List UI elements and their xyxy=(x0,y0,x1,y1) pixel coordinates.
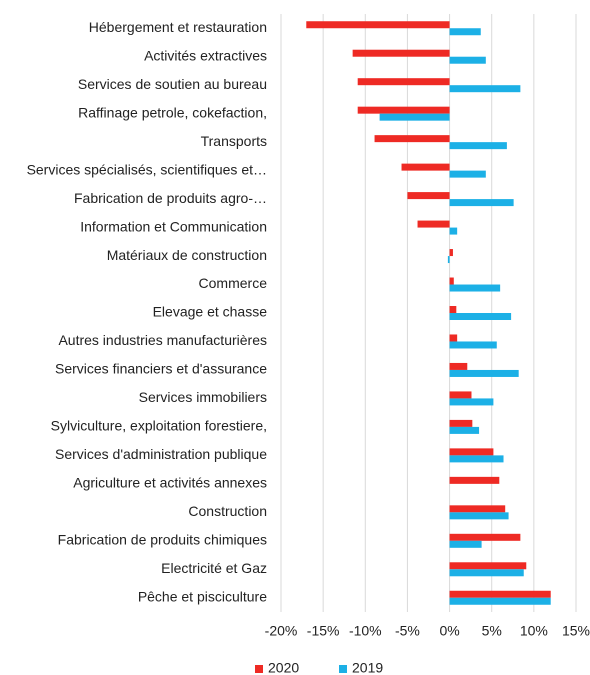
bar xyxy=(449,313,512,320)
bar xyxy=(449,391,472,399)
y-tick-label: Elevage et chasse xyxy=(153,304,268,320)
bar xyxy=(449,419,473,427)
bar xyxy=(357,78,450,86)
bar xyxy=(449,562,527,570)
bar xyxy=(449,540,482,548)
x-tick-label: 10% xyxy=(520,623,548,639)
y-tick-label: Services financiers et d'assurance xyxy=(55,361,267,377)
bar xyxy=(449,590,551,598)
y-tick-label: Fabrication de produits chimiques xyxy=(58,532,267,548)
bar xyxy=(449,28,481,36)
y-tick-label: Pêche et pisciculture xyxy=(138,588,267,604)
y-tick-label: Sylviculture, exploitation forestiere, xyxy=(51,418,267,434)
y-tick-label: Fabrication de produits agro-… xyxy=(74,190,267,206)
bar xyxy=(449,284,501,292)
y-tick-label: Services spécialisés, scientifiques et… xyxy=(27,161,267,177)
bar xyxy=(449,199,514,207)
bar xyxy=(407,192,450,200)
x-tick-label: -15% xyxy=(307,623,340,639)
bar xyxy=(401,163,450,171)
bar xyxy=(357,106,450,114)
y-tick-label: Hébergement et restauration xyxy=(89,19,267,35)
bar xyxy=(449,597,551,605)
bar xyxy=(449,369,519,377)
legend-swatch xyxy=(255,665,263,673)
y-tick-label: Construction xyxy=(188,503,267,519)
bar xyxy=(449,277,454,285)
bar xyxy=(352,49,450,57)
bar xyxy=(449,505,506,513)
legend-swatch xyxy=(339,665,347,673)
bar xyxy=(449,398,494,406)
bar xyxy=(449,170,486,178)
bar xyxy=(449,455,504,463)
bar xyxy=(449,362,468,370)
y-tick-label: Activités extractives xyxy=(144,47,267,63)
bar xyxy=(449,448,494,456)
x-tick-label: 0% xyxy=(439,623,459,639)
x-tick-label: 5% xyxy=(482,623,502,639)
bar xyxy=(447,256,450,264)
y-tick-label: Commerce xyxy=(199,275,268,291)
bar xyxy=(449,249,453,257)
bar xyxy=(449,426,480,434)
y-tick-label: Services d'administration publique xyxy=(55,446,267,462)
bar xyxy=(449,569,524,577)
y-tick-label: Matériaux de construction xyxy=(107,247,267,263)
y-tick-label: Raffinage petrole, cokefaction, xyxy=(78,104,267,120)
y-tick-label: Autres industries manufacturières xyxy=(58,332,267,348)
bar xyxy=(449,306,457,313)
bar xyxy=(449,341,497,349)
x-tick-label: -10% xyxy=(349,623,382,639)
x-tick-label: -5% xyxy=(395,623,420,639)
bar xyxy=(449,56,486,64)
bar xyxy=(449,142,507,150)
bar xyxy=(417,220,450,228)
x-tick-label: 15% xyxy=(562,623,590,639)
x-tick-label: -20% xyxy=(265,623,298,639)
y-tick-label: Transports xyxy=(201,133,267,149)
legend-label: 2020 xyxy=(268,660,299,675)
bar xyxy=(306,21,450,29)
bar xyxy=(449,476,500,484)
y-tick-label: Electricité et Gaz xyxy=(161,560,267,576)
bar xyxy=(449,227,458,235)
y-tick-label: Agriculture et activités annexes xyxy=(73,475,267,491)
bar xyxy=(379,113,450,121)
bar xyxy=(374,135,450,143)
bar xyxy=(449,85,521,93)
y-tick-label: Services de soutien au bureau xyxy=(78,76,267,92)
bar xyxy=(449,512,509,520)
y-tick-label: Services immobiliers xyxy=(139,389,267,405)
y-tick-label: Information et Communication xyxy=(80,218,267,234)
bar xyxy=(449,533,521,541)
legend-label: 2019 xyxy=(352,660,383,675)
bar xyxy=(449,334,458,342)
